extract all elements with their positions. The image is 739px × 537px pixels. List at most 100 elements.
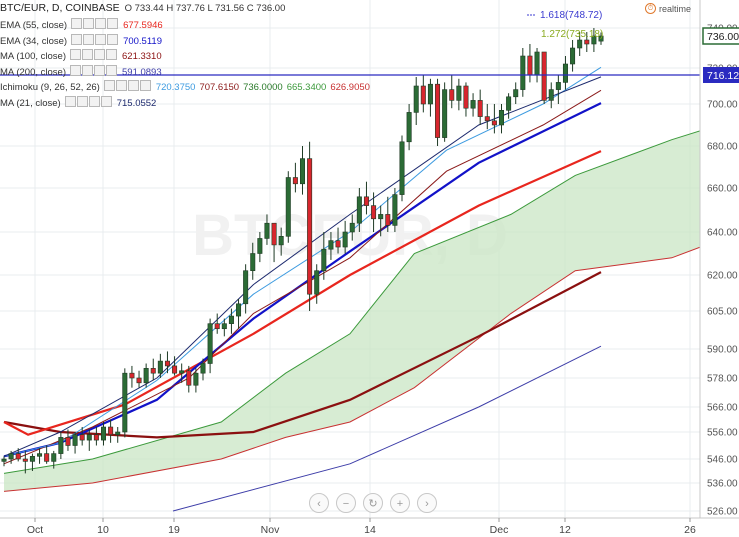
- time-axis[interactable]: Oct 10 19 Nov 14 Dec 12 26: [0, 517, 739, 537]
- candle[interactable]: [79, 427, 85, 446]
- candle[interactable]: [51, 450, 57, 469]
- indicator-controls[interactable]: [70, 49, 118, 63]
- candle[interactable]: [577, 32, 583, 56]
- indicator-setting-icon[interactable]: [100, 96, 112, 107]
- candle[interactable]: [406, 104, 412, 151]
- indicator-setting-icon[interactable]: [103, 80, 115, 91]
- indicator-setting-icon[interactable]: [107, 18, 119, 29]
- candle[interactable]: [122, 368, 128, 438]
- candle[interactable]: [513, 82, 519, 104]
- candle[interactable]: [299, 146, 306, 195]
- candle[interactable]: [385, 196, 391, 232]
- indicator-row[interactable]: MA (21, close) 715.0552: [0, 95, 156, 111]
- candle[interactable]: [186, 365, 192, 393]
- indicator-setting-icon[interactable]: [94, 49, 105, 60]
- candle[interactable]: [314, 264, 320, 304]
- candle[interactable]: [392, 188, 398, 232]
- candle[interactable]: [491, 104, 497, 134]
- candle[interactable]: [236, 299, 242, 329]
- indicator-controls[interactable]: [71, 18, 119, 32]
- indicator-name[interactable]: MA (21, close): [0, 97, 61, 109]
- candle[interactable]: [435, 78, 441, 146]
- candle[interactable]: [591, 28, 597, 52]
- candle[interactable]: [285, 171, 291, 243]
- indicator-setting-icon[interactable]: [95, 18, 107, 29]
- candle[interactable]: [257, 232, 263, 263]
- candle[interactable]: [413, 77, 419, 125]
- candle[interactable]: [228, 308, 234, 334]
- indicator-setting-icon[interactable]: [83, 18, 95, 29]
- candle[interactable]: [65, 429, 71, 451]
- candle[interactable]: [520, 48, 526, 97]
- indicator-setting-icon[interactable]: [106, 65, 117, 76]
- candle[interactable]: [548, 82, 554, 109]
- candle[interactable]: [470, 93, 476, 117]
- candle[interactable]: [93, 427, 99, 446]
- indicator-controls[interactable]: [64, 96, 113, 110]
- candle[interactable]: [328, 232, 334, 260]
- candle[interactable]: [498, 104, 505, 134]
- indicator-setting-icon[interactable]: [70, 49, 81, 60]
- candle[interactable]: [420, 75, 426, 113]
- indicator-name[interactable]: EMA (34, close): [0, 35, 68, 47]
- indicator-row[interactable]: Ichimoku (9, 26, 52, 26) 720.3750 707.6150…: [0, 79, 370, 95]
- indicator-setting-icon[interactable]: [127, 80, 139, 91]
- indicator-setting-icon[interactable]: [76, 96, 88, 107]
- candle[interactable]: [399, 135, 405, 202]
- candle[interactable]: [371, 192, 377, 232]
- candle[interactable]: [179, 363, 185, 383]
- candle[interactable]: [207, 318, 213, 374]
- fib-level-1618[interactable]: 1.618(748.72): [540, 10, 602, 21]
- candle[interactable]: [200, 358, 206, 381]
- candle[interactable]: [150, 358, 156, 381]
- indicator-setting-icon[interactable]: [106, 49, 117, 60]
- candle[interactable]: [129, 365, 135, 388]
- candle[interactable]: [307, 141, 313, 311]
- candle[interactable]: [44, 445, 50, 464]
- candle[interactable]: [378, 205, 384, 237]
- candle[interactable]: [342, 221, 348, 254]
- candle[interactable]: [221, 318, 227, 337]
- candle[interactable]: [534, 48, 540, 83]
- fib-level-1272[interactable]: 1.272(735.18): [541, 29, 603, 40]
- indicator-setting-icon[interactable]: [83, 34, 95, 45]
- indicator-row[interactable]: MA (200, close) 591.0893: [0, 64, 162, 80]
- candles[interactable]: [1, 28, 604, 474]
- candle[interactable]: [29, 453, 35, 471]
- indicator-row[interactable]: EMA (55, close) 677.5946: [0, 17, 163, 33]
- candle[interactable]: [463, 82, 469, 117]
- indicator-name[interactable]: MA (200, close): [0, 66, 66, 78]
- candle[interactable]: [164, 351, 170, 374]
- candle[interactable]: [58, 432, 64, 459]
- indicator-controls[interactable]: [103, 80, 152, 94]
- candle[interactable]: [214, 313, 220, 334]
- candle[interactable]: [108, 419, 114, 443]
- indicator-row[interactable]: EMA (34, close) 700.5119: [0, 33, 162, 49]
- candle[interactable]: [115, 427, 121, 443]
- candle[interactable]: [570, 40, 576, 72]
- indicator-setting-icon[interactable]: [94, 65, 105, 76]
- indicator-setting-icon[interactable]: [88, 96, 100, 107]
- candle[interactable]: [271, 222, 277, 263]
- zoom-out-button[interactable]: −: [336, 493, 356, 513]
- indicator-controls[interactable]: [71, 34, 119, 48]
- candle[interactable]: [527, 44, 533, 83]
- candle[interactable]: [264, 214, 270, 245]
- indicator-setting-icon[interactable]: [107, 34, 119, 45]
- candle[interactable]: [477, 89, 483, 125]
- candle[interactable]: [157, 353, 163, 378]
- candle[interactable]: [136, 370, 142, 388]
- indicator-name[interactable]: EMA (55, close): [0, 19, 68, 31]
- candle[interactable]: [143, 363, 149, 388]
- candle[interactable]: [193, 368, 199, 393]
- candle[interactable]: [72, 432, 78, 454]
- candle[interactable]: [449, 75, 455, 109]
- candle[interactable]: [15, 448, 21, 462]
- zoom-in-button[interactable]: +: [390, 493, 410, 513]
- indicator-row[interactable]: MA (100, close) 621.3310: [0, 48, 162, 64]
- candle[interactable]: [598, 32, 604, 45]
- symbol-title[interactable]: BTC/EUR, D, COINBASE: [0, 2, 120, 14]
- candle[interactable]: [555, 75, 561, 104]
- price-axis[interactable]: 526.00 536.00 546.00 556.00 566.00 578.00 590.…: [699, 0, 739, 537]
